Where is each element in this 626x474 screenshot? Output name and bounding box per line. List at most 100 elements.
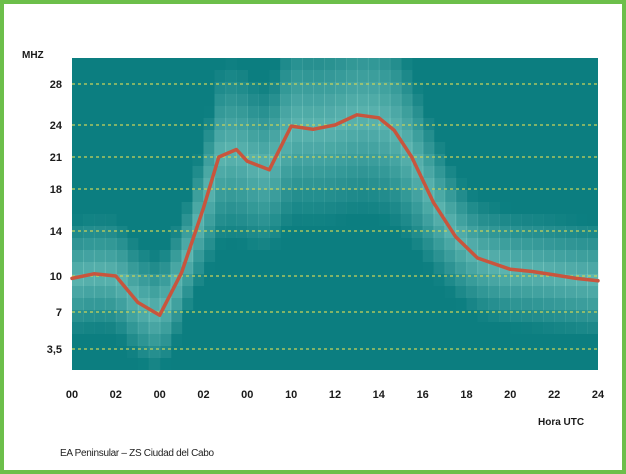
heat-cell xyxy=(488,238,500,250)
heat-cell xyxy=(455,190,468,202)
heat-cell xyxy=(477,214,490,226)
heat-cell xyxy=(587,226,599,238)
heat-cell xyxy=(499,298,511,310)
heat-cell xyxy=(455,178,468,190)
heat-cell xyxy=(214,130,227,142)
heat-cell xyxy=(477,202,490,214)
heat-cell xyxy=(389,94,402,106)
heat-cell xyxy=(356,166,369,178)
heat-cell xyxy=(280,178,292,190)
heat-cell xyxy=(104,274,117,286)
heat-cell xyxy=(269,70,281,82)
heat-cell xyxy=(543,274,555,286)
heat-cell xyxy=(433,178,446,190)
heat-cell xyxy=(400,190,413,202)
heat-cell xyxy=(302,70,314,82)
heat-cell xyxy=(104,238,117,250)
heat-cell xyxy=(247,130,259,142)
heat-cell xyxy=(378,82,391,94)
heat-cell xyxy=(280,226,292,238)
heat-cell xyxy=(269,94,281,106)
heat-cell xyxy=(269,238,281,250)
heat-cell xyxy=(236,202,248,214)
heat-cell xyxy=(159,250,172,262)
heat-cell xyxy=(444,250,457,262)
heat-cell xyxy=(411,142,424,154)
heat-cell xyxy=(324,70,336,82)
heat-cell xyxy=(159,334,172,346)
heat-cell xyxy=(126,238,139,250)
heat-cell xyxy=(554,274,566,286)
heat-cell xyxy=(148,286,161,298)
heat-cell xyxy=(335,214,347,226)
heat-cell xyxy=(159,346,172,358)
heat-cell xyxy=(488,202,500,214)
heat-cell xyxy=(247,202,259,214)
heat-cell xyxy=(466,274,479,286)
heat-cell xyxy=(192,238,205,250)
heat-cell xyxy=(280,190,292,202)
heat-cell xyxy=(477,286,490,298)
heat-cell xyxy=(521,286,533,298)
heat-cell xyxy=(477,226,490,238)
heat-cell xyxy=(565,238,577,250)
heat-cell xyxy=(324,190,336,202)
heat-cell xyxy=(181,214,194,226)
heat-cell xyxy=(181,262,194,274)
heat-cell xyxy=(587,250,599,262)
heat-cell xyxy=(543,298,555,310)
heat-cell xyxy=(445,286,457,298)
heat-cell xyxy=(236,214,248,226)
heat-cell xyxy=(422,166,435,178)
heat-cell xyxy=(93,274,106,286)
heat-cell xyxy=(411,202,424,214)
x-tick-label: 00 xyxy=(66,389,78,401)
heat-cell xyxy=(367,58,380,70)
heat-cell xyxy=(203,166,216,178)
heat-cell xyxy=(324,118,336,130)
heat-cell xyxy=(422,214,435,226)
heat-cell xyxy=(411,214,424,226)
heat-cell xyxy=(554,226,566,238)
heat-cell xyxy=(324,154,336,166)
heat-cell xyxy=(510,286,522,298)
heat-cell xyxy=(83,262,95,274)
heat-cell xyxy=(72,214,84,226)
heat-cell xyxy=(532,238,544,250)
heat-cell xyxy=(543,238,555,250)
heat-cell xyxy=(444,274,457,286)
y-axis-title: MHZ xyxy=(22,50,44,61)
heat-cell xyxy=(335,82,347,94)
heat-cell xyxy=(258,166,270,178)
heat-cell xyxy=(137,334,150,346)
heat-cell xyxy=(576,262,588,274)
y-tick-label: 3,5 xyxy=(47,344,62,356)
x-tick-label: 02 xyxy=(110,389,122,401)
heat-cell xyxy=(236,142,248,154)
heat-cell xyxy=(356,142,369,154)
heat-cell xyxy=(72,286,84,298)
heat-cell xyxy=(236,238,248,250)
heat-cell xyxy=(433,250,446,262)
heat-cell xyxy=(225,154,237,166)
heat-cell xyxy=(356,130,369,142)
heat-cell xyxy=(411,130,424,142)
heat-cell xyxy=(444,238,457,250)
heat-cell xyxy=(225,82,237,94)
y-tick-label: 14 xyxy=(50,226,63,238)
heat-cell xyxy=(215,238,227,250)
heat-cell xyxy=(236,154,248,166)
heat-cell xyxy=(115,262,128,274)
heat-cell xyxy=(389,202,402,214)
heat-cell xyxy=(389,214,402,226)
heat-cell xyxy=(203,214,216,226)
heat-cell xyxy=(587,334,599,346)
heat-cell xyxy=(499,214,511,226)
heat-cell xyxy=(510,226,522,238)
heat-cell xyxy=(400,202,413,214)
heat-cell xyxy=(422,154,435,166)
heat-cell xyxy=(203,238,216,250)
heat-cell xyxy=(324,202,336,214)
heat-cell xyxy=(576,286,588,298)
heat-cell xyxy=(225,214,237,226)
